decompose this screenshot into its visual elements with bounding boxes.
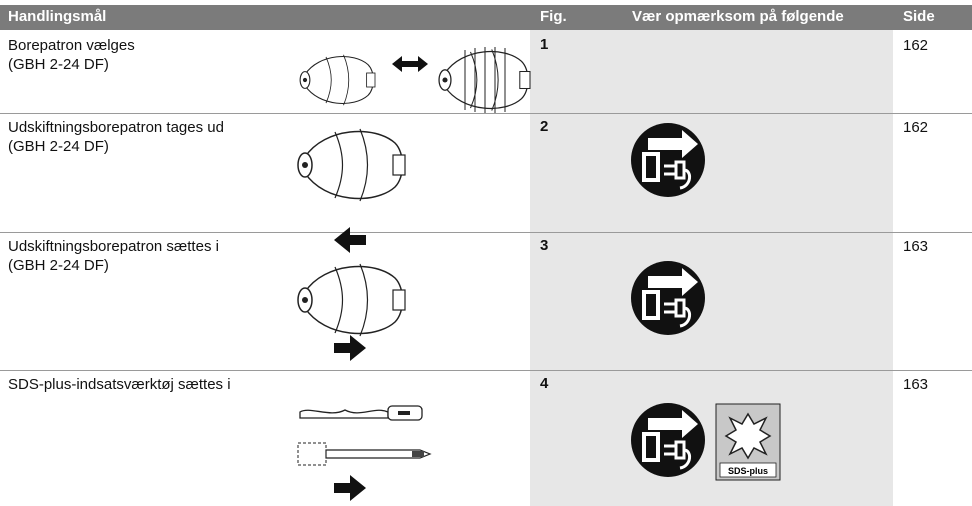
model: (GBH 2-24 DF): [8, 56, 109, 73]
action: SDS-plus-indsatsværktøj sættes i: [8, 376, 231, 393]
sds-label: SDS-plus: [728, 466, 768, 476]
header-bar: [0, 5, 972, 30]
fig-number: 3: [540, 237, 549, 254]
row-rule: [0, 232, 972, 233]
page-number: 162: [903, 119, 929, 136]
header-cell: Side: [903, 8, 935, 25]
page-number: 163: [903, 376, 929, 393]
action: Udskiftningsborepatron sættes i: [8, 238, 219, 255]
header-cell: Fig.: [540, 8, 567, 25]
fig-number: 2: [540, 118, 549, 135]
fig-number: 1: [540, 36, 549, 53]
row-rule: [0, 113, 972, 114]
model: (GBH 2-24 DF): [8, 257, 109, 274]
shaded-columns: [530, 30, 893, 506]
page-number: 162: [903, 37, 929, 54]
action: Udskiftningsborepatron tages ud: [8, 119, 224, 136]
page-number: 163: [903, 238, 929, 255]
action: Borepatron vælges: [8, 37, 135, 54]
model: (GBH 2-24 DF): [8, 138, 109, 155]
header-cell: Handlingsmål: [8, 8, 107, 25]
fig-number: 4: [540, 375, 549, 392]
row-rule: [0, 370, 972, 371]
header-cell: Vær opmærksom på følgende: [632, 8, 844, 25]
